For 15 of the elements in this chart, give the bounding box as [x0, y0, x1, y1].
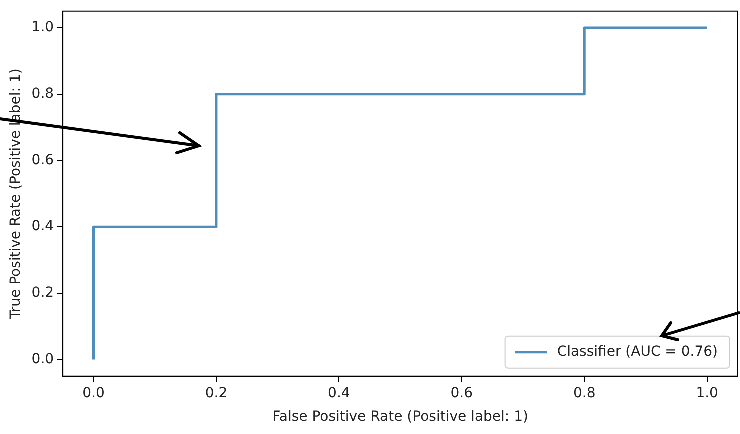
y-tick-label: 0.4	[32, 218, 54, 235]
x-tick-label: 0.8	[573, 385, 596, 402]
y-tick-label: 0.6	[32, 152, 54, 168]
y-tick-label: 0.8	[32, 86, 54, 102]
y-tick-label: 0.2	[32, 285, 54, 302]
y-tick-label: 1.0	[32, 20, 54, 36]
x-tick-label: 0.6	[450, 385, 474, 402]
x-tick-label: 0.2	[205, 385, 228, 402]
x-axis-title: False Positive Rate (Positive label: 1)	[272, 409, 528, 426]
x-tick-label: 1.0	[696, 385, 718, 402]
y-axis-title: True Positive Rate (Positive label: 1)	[8, 68, 24, 320]
y-tick-label: 0.0	[32, 351, 54, 368]
x-tick-label: 0.4	[328, 385, 350, 402]
x-tick-label: 0.0	[82, 385, 105, 402]
legend-label: Classifier (AUC = 0.76)	[557, 344, 718, 360]
